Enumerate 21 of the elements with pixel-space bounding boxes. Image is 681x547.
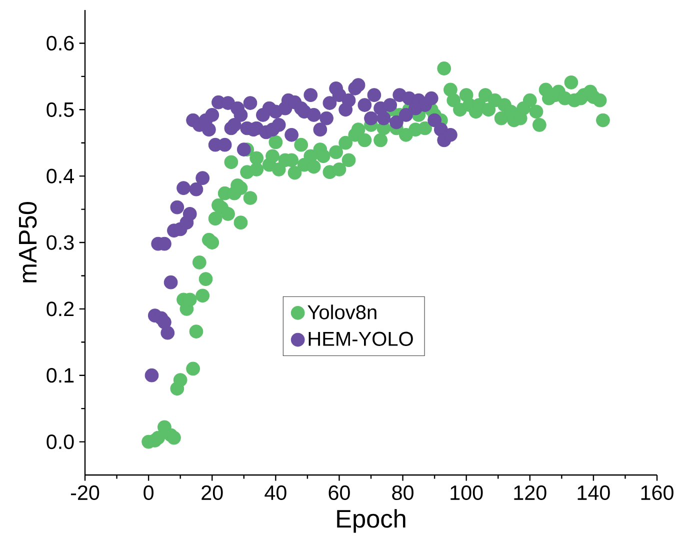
legend-label: HEM-YOLO (308, 332, 413, 346)
x-tick-label: 80 (392, 485, 414, 500)
x-tick-label: 160 (641, 485, 674, 500)
y-axis-title: mAP50 (18, 202, 37, 282)
x-axis-title: Epoch (337, 509, 406, 533)
y-tick-label: 0.3 (46, 235, 74, 250)
x-tick-label: 40 (264, 485, 286, 500)
y-tick-label: 0.1 (46, 368, 74, 383)
x-tick-label: -20 (70, 485, 100, 500)
x-tick-label: 140 (578, 485, 610, 500)
x-tick-label: 20 (202, 485, 223, 500)
legend-label: Yolov8n (308, 304, 376, 320)
y-tick-label: 0.4 (46, 168, 74, 184)
x-tick-label: 100 (450, 485, 483, 500)
y-tick-label: 0.6 (46, 36, 74, 51)
x-tick-label: 60 (328, 485, 350, 500)
y-tick-label: 0.0 (46, 434, 74, 450)
y-tick-label: 0.5 (46, 102, 74, 117)
y-tick-label: 0.2 (46, 302, 74, 316)
x-tick-label: 120 (514, 485, 546, 500)
x-tick-label: 0 (144, 485, 154, 500)
